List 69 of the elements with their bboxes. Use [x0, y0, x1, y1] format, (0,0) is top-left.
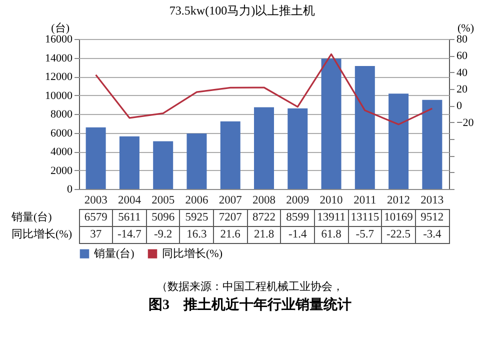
y-tick-label: 12000 [45, 71, 73, 83]
bar [186, 133, 207, 189]
data-label: 8599 [286, 212, 310, 224]
bar [354, 66, 375, 189]
x-tick-label: 2005 [152, 194, 175, 206]
y2-tick-label: 40 [456, 66, 468, 79]
legend-label: 同比增长(%) [162, 246, 223, 260]
data-label: 21.6 [220, 228, 241, 240]
line-series [95, 53, 433, 126]
x-tick-label: 2006 [185, 194, 208, 206]
x-tick-label: 2009 [286, 194, 310, 206]
bar [119, 136, 140, 189]
x-tick-label: 2007 [218, 194, 242, 206]
bar [220, 121, 240, 189]
data-label: 5611 [118, 212, 141, 224]
data-label: -14.7 [117, 228, 142, 240]
data-label: 16.3 [186, 228, 208, 240]
caption: 图3 推土机近十年行业销量统计 [148, 296, 352, 314]
y2-tick-label: 80 [456, 34, 468, 46]
y-tick-label: 8000 [50, 108, 73, 120]
data-label: 37 [90, 228, 102, 240]
data-label: 7207 [218, 212, 242, 224]
data-label: -9.2 [154, 228, 172, 240]
y2-axis-title: (%) [458, 22, 474, 34]
y2-tick-label: −20 [456, 116, 474, 129]
y-tick-label: 16000 [45, 34, 73, 46]
bar [321, 58, 342, 189]
y2-tick-label: 20 [456, 84, 468, 96]
legend-label: 销量(台) [93, 246, 135, 260]
data-label: 5096 [152, 212, 175, 224]
text: （数据来源：中国工程机械工业协会， [156, 280, 344, 294]
data-label: -22.5 [386, 228, 411, 240]
bar [388, 94, 409, 189]
y-tick-label: 0 [67, 184, 73, 196]
data-label: 6579 [84, 212, 108, 224]
chart-title: 73.5kw(100马力)以上推土机 [169, 4, 316, 18]
x-tick-label: 2003 [84, 194, 108, 206]
y-tick-label: 4000 [50, 146, 73, 158]
bar [288, 108, 308, 189]
bar [86, 127, 106, 189]
data-label: 8722 [252, 212, 276, 224]
x-tick-label: 2013 [420, 194, 444, 206]
data-label: 10169 [384, 212, 414, 224]
y-tick-label: 14000 [45, 52, 73, 64]
x-tick-label: 2004 [118, 194, 142, 206]
bar [422, 100, 442, 189]
x-tick-label: 2012 [387, 194, 410, 206]
y-tick-label: 6000 [50, 127, 73, 140]
y-tick-label: 2000 [50, 164, 73, 177]
data-label: -5.7 [356, 228, 374, 240]
x-tick-label: 2011 [354, 194, 376, 206]
data-label: -3.4 [423, 228, 442, 240]
y-axis-title: (台) [51, 22, 70, 34]
y2-tick-label: 60 [456, 50, 468, 62]
x-tick-label: 2010 [320, 194, 344, 206]
data-label: 61.8 [321, 228, 342, 240]
y2-tick-label: 0 [456, 100, 462, 112]
x-tick-label: 2008 [252, 194, 276, 206]
bar [153, 141, 174, 189]
data-label: 13115 [350, 212, 380, 224]
data-label: 13911 [317, 212, 346, 224]
bar [254, 107, 274, 189]
y-tick-label: 10000 [45, 90, 73, 102]
data-label: 9512 [420, 212, 444, 224]
text: 同比增长(%) [12, 228, 72, 240]
text: 销量(台) [12, 212, 52, 224]
data-label: 5925 [185, 212, 208, 224]
data-label: 21.8 [254, 228, 274, 240]
data-label: -1.4 [288, 228, 307, 240]
